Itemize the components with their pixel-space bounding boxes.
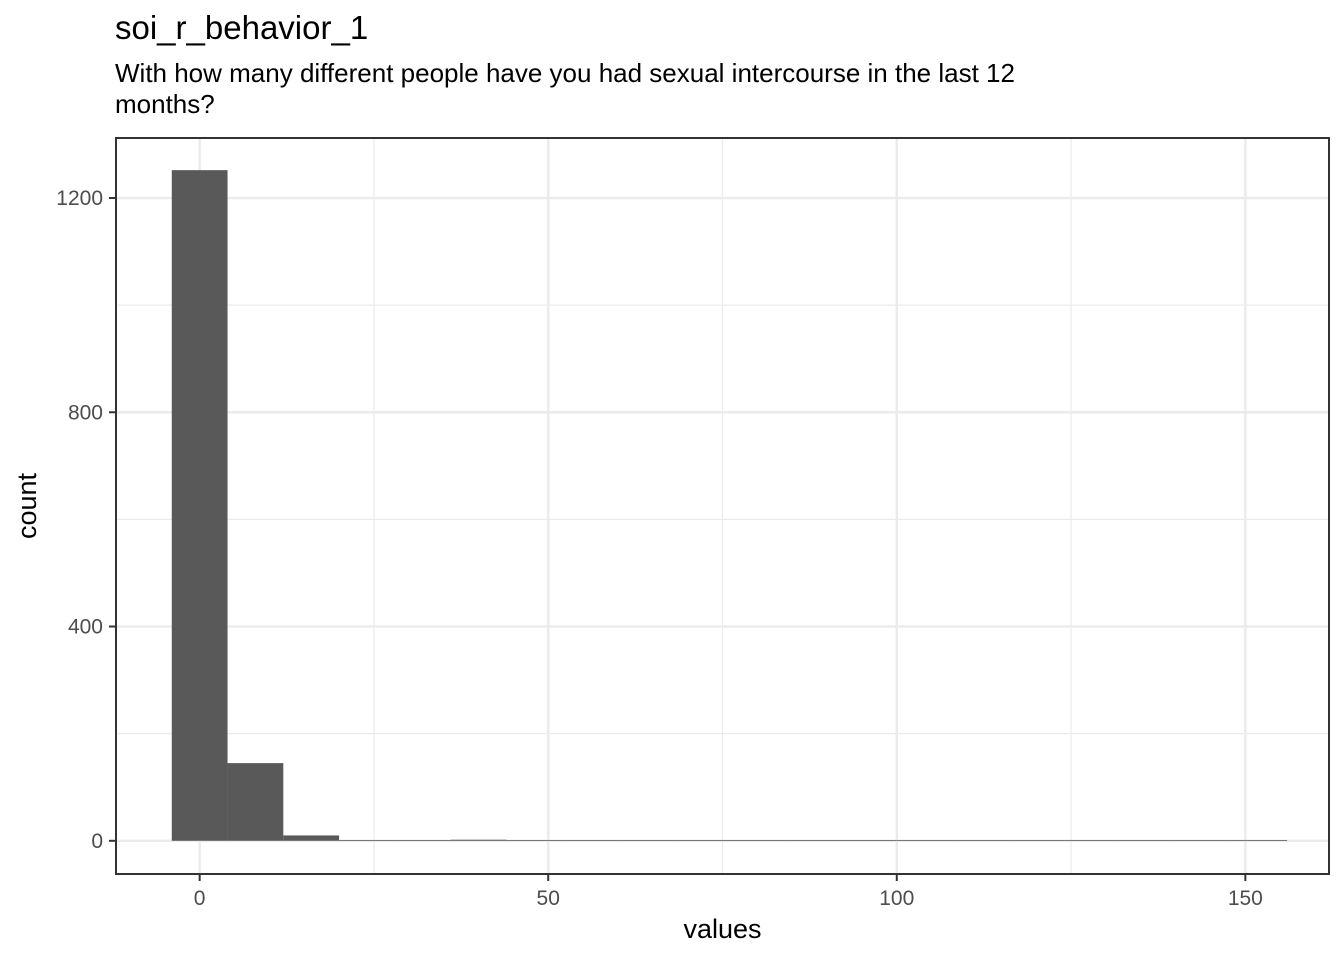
histogram-bar xyxy=(506,839,563,841)
histogram-bar xyxy=(562,839,618,841)
histogram-bar xyxy=(841,839,897,841)
histogram-bar xyxy=(283,835,340,841)
y-tick-label: 400 xyxy=(68,616,103,639)
histogram-bar xyxy=(339,839,395,841)
histogram-bar xyxy=(729,839,786,841)
histogram-bar xyxy=(1231,839,1288,841)
histogram-bar xyxy=(673,839,730,841)
y-tick-label: 800 xyxy=(68,401,103,424)
histogram-bar xyxy=(617,839,674,841)
x-tick-label: 150 xyxy=(1228,887,1263,910)
x-tick-label: 100 xyxy=(879,887,914,910)
x-tick-label: 0 xyxy=(194,887,206,910)
histogram-bar xyxy=(785,839,842,841)
histogram-bar xyxy=(1119,839,1176,841)
plot-panel-border xyxy=(115,137,1330,875)
axis-ticks: 0 50 100 150 0 400 800 1200 xyxy=(56,187,1263,910)
histogram-bar xyxy=(450,839,507,841)
histogram-bar xyxy=(394,839,451,841)
chart-subtitle: With how many different people have you … xyxy=(115,58,1015,119)
histogram-bar xyxy=(1175,839,1232,841)
x-axis-title: values xyxy=(683,914,761,944)
histogram-bar xyxy=(1064,839,1120,841)
y-tick-label: 1200 xyxy=(56,187,103,210)
grid-lines xyxy=(116,138,1329,874)
histogram-bar xyxy=(1008,839,1065,841)
y-tick-label: 0 xyxy=(91,830,103,853)
histogram-bars xyxy=(171,170,1288,841)
y-axis-title: count xyxy=(12,472,42,539)
histogram-bar xyxy=(952,839,1009,841)
histogram-bar xyxy=(227,763,284,841)
histogram-bar xyxy=(896,839,953,841)
x-tick-label: 50 xyxy=(537,887,560,910)
chart-title: soi_r_behavior_1 xyxy=(115,9,369,46)
histogram-bar xyxy=(171,170,228,841)
